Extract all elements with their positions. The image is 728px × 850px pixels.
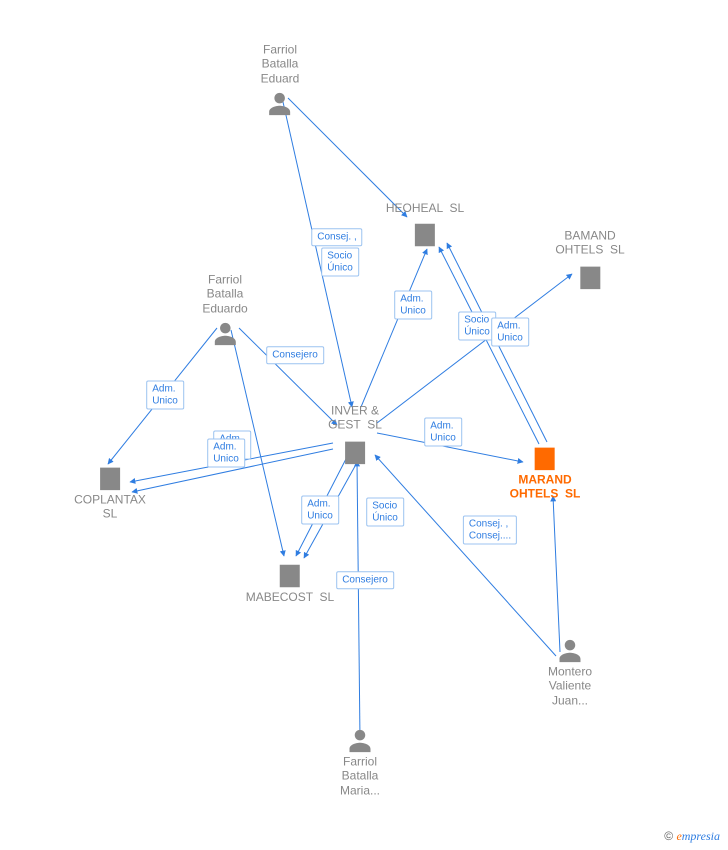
node-label: Farriol Batalla Maria... xyxy=(340,754,380,797)
person-icon xyxy=(346,726,374,754)
copyright: © empresia xyxy=(664,829,720,844)
company-icon xyxy=(340,436,370,466)
node-label: BAMAND OHTELS SL xyxy=(555,229,624,258)
node-inv[interactable]: INVER & GEST SL xyxy=(328,404,382,467)
node-mvj[interactable]: Montero Valiente Juan... xyxy=(548,632,592,707)
node-label: COPLANTAX SL xyxy=(74,493,146,522)
edge-mvj-mar xyxy=(553,496,560,652)
node-cop[interactable]: COPLANTAX SL xyxy=(74,459,146,522)
node-label: Farriol Batalla Eduard xyxy=(261,42,300,85)
network-diagram: Farriol Batalla Eduard Farriol Batalla E… xyxy=(0,0,728,850)
edge-fbe-heo xyxy=(288,98,407,217)
person-icon xyxy=(211,320,239,348)
person-icon xyxy=(266,90,294,118)
node-label: Farriol Batalla Eduardo xyxy=(202,272,247,315)
node-label: HEOHEAL SL xyxy=(386,201,464,215)
company-icon xyxy=(575,261,605,291)
person-icon xyxy=(556,636,584,664)
edge-fbm-inv xyxy=(357,461,360,740)
edge-label[interactable]: Adm. Unico xyxy=(394,291,432,320)
edge-fbed-inv xyxy=(239,328,337,425)
edge-label[interactable]: Socio Único xyxy=(458,312,496,341)
edge-label[interactable]: Adm. Unico xyxy=(146,381,184,410)
edge-label[interactable]: Consej. , xyxy=(311,228,362,246)
company-icon xyxy=(410,219,440,249)
edge-label[interactable]: Socio Único xyxy=(366,498,404,527)
edge-label[interactable]: Socio Único xyxy=(321,248,359,277)
edge-label[interactable]: Consejero xyxy=(336,571,394,589)
node-mar[interactable]: MARAND OHTELS SL xyxy=(510,439,581,502)
edge-label[interactable]: Adm. Unico xyxy=(424,418,462,447)
edge-label[interactable]: Adm. Unico xyxy=(301,496,339,525)
node-fbe[interactable]: Farriol Batalla Eduard xyxy=(261,42,300,117)
company-icon xyxy=(95,463,125,493)
edge-label[interactable]: Consejero xyxy=(266,346,324,364)
company-icon xyxy=(530,443,560,473)
node-label: INVER & GEST SL xyxy=(328,404,382,433)
node-label: Montero Valiente Juan... xyxy=(548,664,592,707)
edge-label[interactable]: Adm. Unico xyxy=(207,439,245,468)
company-icon xyxy=(275,560,305,590)
edge-label[interactable]: Consej. , Consej.... xyxy=(463,516,517,545)
node-mab[interactable]: MABECOST SL xyxy=(246,556,334,604)
node-fbed[interactable]: Farriol Batalla Eduardo xyxy=(202,272,247,347)
node-label: MABECOST SL xyxy=(246,590,334,604)
node-heo[interactable]: HEOHEAL SL xyxy=(386,201,464,249)
node-fbm[interactable]: Farriol Batalla Maria... xyxy=(340,722,380,797)
node-label: MARAND OHTELS SL xyxy=(510,473,581,502)
edge-label[interactable]: Adm. Unico xyxy=(491,318,529,347)
node-bam[interactable]: BAMAND OHTELS SL xyxy=(555,229,624,292)
edge-inv-heo xyxy=(361,249,427,407)
